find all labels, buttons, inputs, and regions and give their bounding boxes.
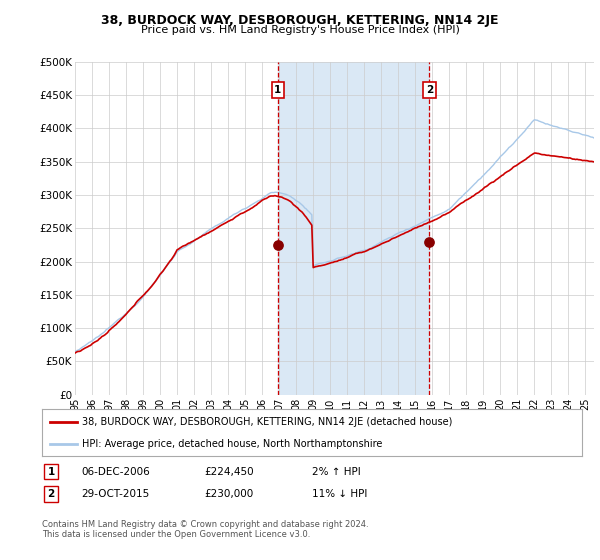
Text: 38, BURDOCK WAY, DESBOROUGH, KETTERING, NN14 2JE: 38, BURDOCK WAY, DESBOROUGH, KETTERING, … xyxy=(101,14,499,27)
Text: 1: 1 xyxy=(274,85,281,95)
Text: 06-DEC-2006: 06-DEC-2006 xyxy=(81,466,150,477)
Text: 11% ↓ HPI: 11% ↓ HPI xyxy=(312,489,367,499)
Text: 1: 1 xyxy=(47,466,55,477)
Text: HPI: Average price, detached house, North Northamptonshire: HPI: Average price, detached house, Nort… xyxy=(83,439,383,449)
Text: 29-OCT-2015: 29-OCT-2015 xyxy=(81,489,149,499)
Text: Contains HM Land Registry data © Crown copyright and database right 2024.
This d: Contains HM Land Registry data © Crown c… xyxy=(42,520,368,539)
Point xyxy=(425,237,434,246)
Text: £224,450: £224,450 xyxy=(204,466,254,477)
Text: 2: 2 xyxy=(47,489,55,499)
Point xyxy=(273,241,283,250)
Text: £230,000: £230,000 xyxy=(204,489,253,499)
Text: 38, BURDOCK WAY, DESBOROUGH, KETTERING, NN14 2JE (detached house): 38, BURDOCK WAY, DESBOROUGH, KETTERING, … xyxy=(83,417,453,427)
Text: Price paid vs. HM Land Registry's House Price Index (HPI): Price paid vs. HM Land Registry's House … xyxy=(140,25,460,35)
Bar xyxy=(278,62,430,395)
Text: 2% ↑ HPI: 2% ↑ HPI xyxy=(312,466,361,477)
Text: 2: 2 xyxy=(426,85,433,95)
